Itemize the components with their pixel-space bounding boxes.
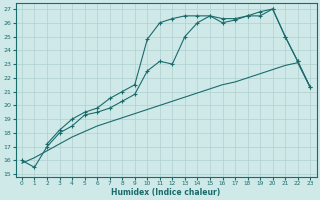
X-axis label: Humidex (Indice chaleur): Humidex (Indice chaleur)	[111, 188, 221, 197]
